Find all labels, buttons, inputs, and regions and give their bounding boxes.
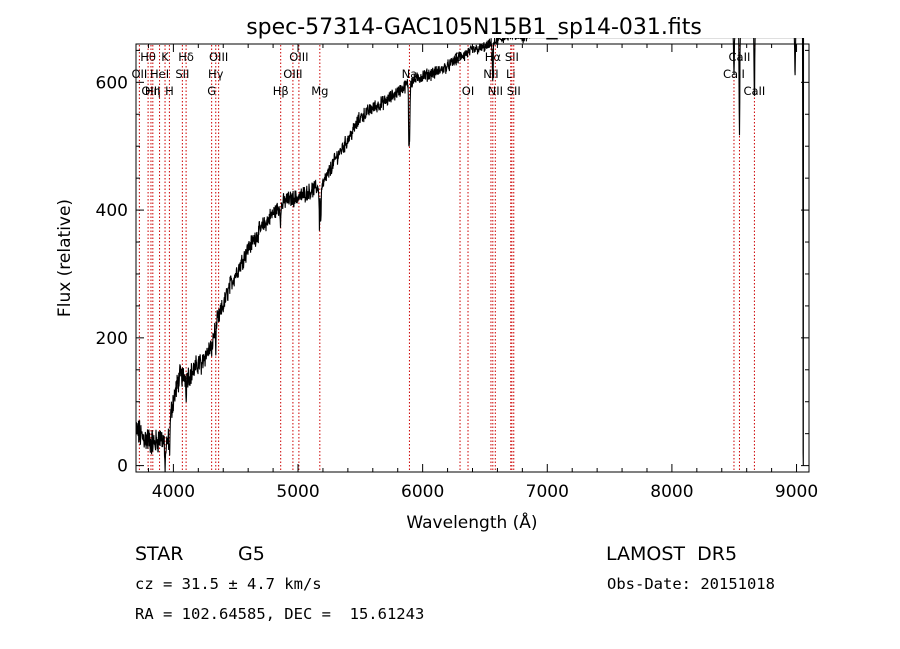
line-marker-label: Hθ: [140, 50, 156, 64]
flux-line: [136, 38, 805, 472]
line-marker-label: Hγ: [208, 67, 224, 81]
observation-date: Obs-Date: 20151018: [607, 575, 775, 593]
x-axis-title: Wavelength (Å): [406, 511, 537, 533]
line-marker-label: Na: [402, 67, 418, 81]
line-marker-label: OI: [462, 84, 474, 98]
line-marker-label: H: [165, 84, 174, 98]
x-tick-label: 9000: [775, 482, 818, 502]
flux-series: [136, 38, 805, 472]
y-tick-label: 0: [117, 457, 128, 477]
line-marker-label: Li: [506, 67, 516, 81]
line-marker-label: HeI: [150, 67, 169, 81]
line-marker-label: SII: [505, 50, 519, 64]
line-marker-label: OIII: [141, 84, 160, 98]
sky-coordinates: RA = 102.64585, DEC = 15.61243: [135, 605, 424, 623]
x-tick-label: 7000: [526, 482, 569, 502]
line-markers: HθOIIOIIIHηHeIKHSIIHδGHγOIIIHβOIIIOIIIMg…: [131, 45, 765, 471]
x-tick-label: 4000: [152, 482, 195, 502]
x-tick-label: 5000: [276, 482, 319, 502]
redshift-velocity: cz = 31.5 ± 4.7 km/s: [135, 575, 322, 593]
x-tick-label: 6000: [401, 482, 444, 502]
line-marker-label: Mg: [311, 84, 328, 98]
object-class: STAR: [135, 543, 183, 565]
chart-title: spec-57314-GAC105N15B1_sp14-031.fits: [246, 15, 702, 40]
line-marker-label: Hδ: [178, 50, 194, 64]
y-tick-label: 400: [96, 201, 128, 221]
line-marker-label: NII: [483, 67, 498, 81]
line-marker-label: G: [207, 84, 216, 98]
line-marker-label: OII: [131, 67, 147, 81]
line-marker-label: Hβ: [273, 84, 289, 98]
object-subclass: G5: [238, 543, 265, 565]
y-tick-label: 600: [96, 73, 128, 93]
axis-ticks: 4000 5000 6000 7000 8000 9000 0 200 400 600: [96, 44, 818, 502]
plot-frame: [135, 43, 810, 473]
y-tick-label: 200: [96, 329, 128, 349]
x-tick-label: 8000: [650, 482, 693, 502]
line-marker-label: NII: [488, 84, 503, 98]
line-marker-label: Hη: [145, 84, 161, 98]
line-marker-label: OIII: [283, 67, 302, 81]
y-axis-title: Flux (relative): [55, 199, 75, 317]
survey-release: LAMOST DR5: [606, 543, 737, 565]
line-marker-label: OIII: [209, 50, 228, 64]
line-marker-label: SII: [175, 67, 189, 81]
line-marker-label: OIII: [289, 50, 308, 64]
line-marker-label: K: [161, 50, 169, 64]
line-marker-label: SII: [507, 84, 521, 98]
